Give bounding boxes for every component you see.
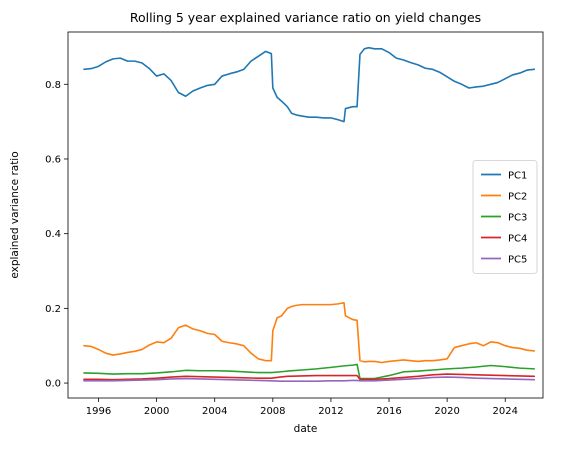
chart-title: Rolling 5 year explained variance ratio …	[130, 10, 481, 25]
series-line-pc3	[83, 363, 536, 380]
y-axis-label: explained variance ratio	[9, 151, 21, 278]
x-tick-label: 2004	[202, 406, 227, 417]
x-tick-label: 2012	[318, 406, 343, 417]
series-line-pc1	[83, 46, 536, 123]
plot-lines	[83, 46, 536, 382]
x-tick-label: 2000	[144, 406, 169, 417]
x-tick-label: 2008	[260, 406, 285, 417]
x-tick-label: 2020	[434, 406, 459, 417]
x-tick-label: 2024	[493, 406, 518, 417]
series-line-pc4	[83, 373, 536, 381]
legend-label: PC4	[508, 233, 527, 244]
legend: PC1 PC2 PC3 PC4 PC5	[472, 160, 538, 274]
x-tick-label: 2016	[376, 406, 401, 417]
legend-label: PC3	[508, 212, 527, 223]
y-tick-label: 0.0	[45, 379, 61, 390]
series-line-pc5	[83, 376, 536, 382]
y-tick-label: 0.4	[45, 229, 61, 240]
y-tick-label: 0.2	[45, 304, 61, 315]
legend-label: PC5	[508, 254, 527, 265]
axes-frame	[67, 31, 544, 399]
legend-label: PC1	[508, 170, 527, 181]
y-axis-ticks: 0.0 0.2 0.4 0.6 0.8	[45, 80, 68, 390]
series-line-pc2	[83, 301, 536, 364]
y-tick-label: 0.6	[45, 154, 61, 165]
x-axis-ticks: 1996 2000 2004 2008 2012 2016 2020 2024	[86, 398, 518, 417]
legend-box	[472, 160, 538, 274]
legend-label: PC2	[508, 191, 527, 202]
y-tick-label: 0.8	[45, 80, 61, 91]
x-tick-label: 1996	[86, 406, 111, 417]
x-axis-label: date	[294, 423, 318, 435]
